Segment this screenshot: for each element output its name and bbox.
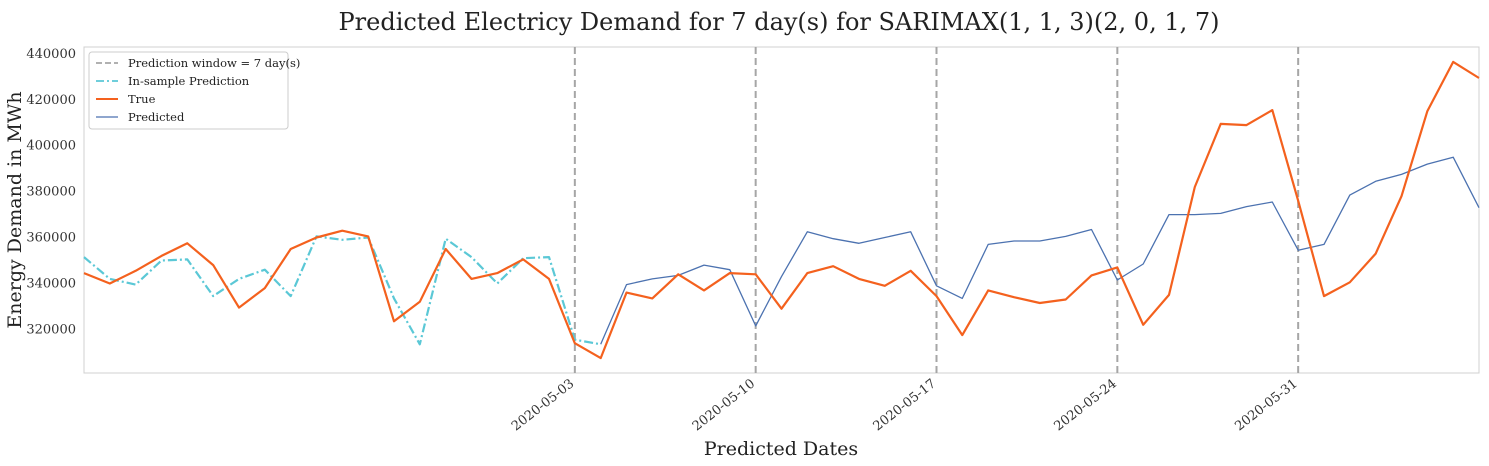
series-line-in-sample [83, 235, 601, 346]
legend-label-predicted: Predicted [128, 110, 185, 124]
legend-label-in-sample: In-sample Prediction [128, 74, 250, 88]
y-axis-label: Energy Demand in MWh [4, 91, 26, 328]
x-axis-label: Predicted Dates [704, 438, 858, 460]
y-tick-label: 340000 [26, 276, 76, 291]
series-lines [83, 60, 1480, 360]
plot-frame [83, 46, 1480, 374]
y-tick-labels: 320000 340000 360000 380000 400000 420000 4400… [26, 47, 76, 337]
legend-label-window: Prediction window = 7 day(s) [128, 56, 300, 70]
legend-label-true: True [128, 92, 156, 106]
x-tick-labels: 2020-05-03 2020-05-10 2020-05-17 2020-05-24… [509, 376, 1301, 434]
series-line-true [83, 60, 1480, 360]
y-tick-label: 320000 [26, 322, 76, 337]
series-line-predicted [600, 156, 1480, 345]
x-tick-label: 2020-05-10 [690, 376, 758, 434]
x-tick-label: 2020-05-31 [1232, 376, 1300, 434]
chart-title: Predicted Electricy Demand for 7 day(s) … [339, 8, 1220, 36]
x-tick-label: 2020-05-24 [1051, 376, 1119, 434]
x-tick-label: 2020-05-03 [509, 376, 577, 434]
legend-box [88, 51, 289, 130]
y-tick-label: 360000 [26, 231, 76, 246]
y-tick-label: 400000 [26, 139, 76, 154]
y-tick-label: 440000 [26, 47, 76, 62]
y-tick-label: 420000 [26, 93, 76, 108]
y-tick-label: 380000 [26, 185, 76, 200]
legend: Prediction window = 7 day(s) In-sample P… [88, 51, 300, 130]
x-tick-label: 2020-05-17 [871, 376, 939, 434]
